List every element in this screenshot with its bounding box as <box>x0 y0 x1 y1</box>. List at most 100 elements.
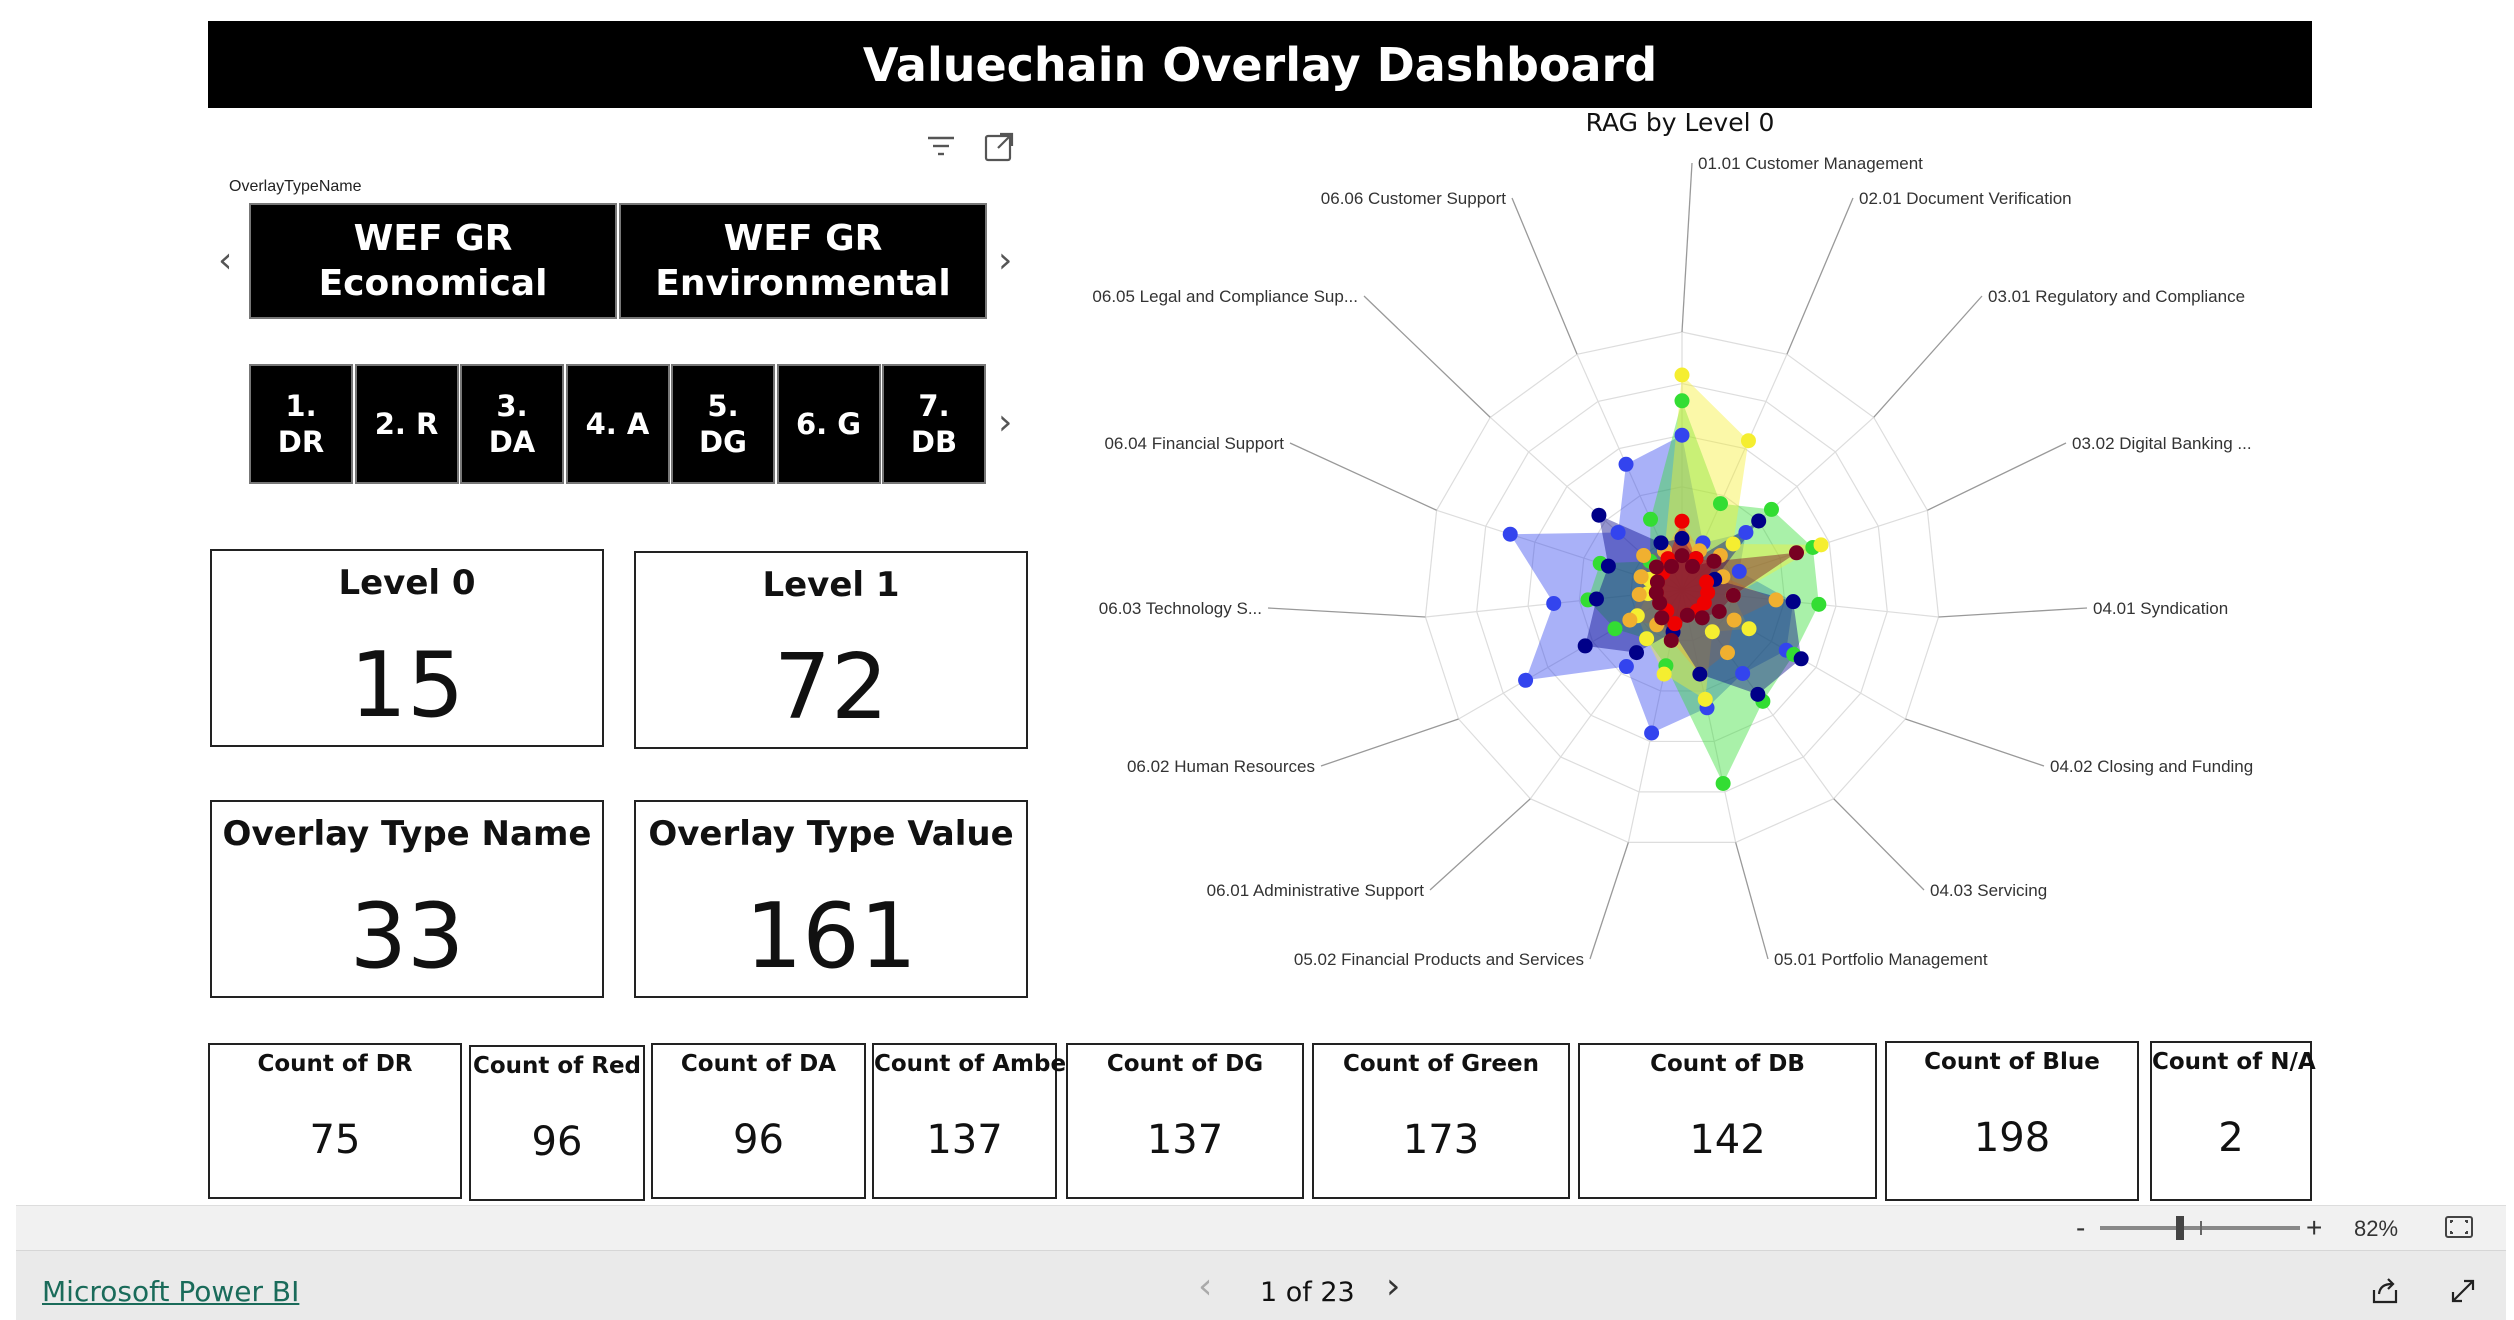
radar-data-point[interactable] <box>1649 574 1665 590</box>
level-tile[interactable]: 2. R <box>354 364 459 484</box>
radar-data-point[interactable] <box>1679 607 1695 623</box>
filter-icon[interactable] <box>924 130 958 164</box>
power-bi-link[interactable]: Microsoft Power BI <box>42 1275 300 1308</box>
radar-data-point[interactable] <box>1633 569 1649 585</box>
radar-data-point[interactable] <box>1785 594 1801 610</box>
radar-data-point[interactable] <box>1674 393 1690 409</box>
radar-data-point[interactable] <box>1738 524 1754 540</box>
radar-data-point[interactable] <box>1725 536 1741 552</box>
level-tile[interactable]: 7. DB <box>882 364 986 484</box>
radar-category-label: 05.02 Financial Products and Services <box>1294 950 1584 969</box>
radar-data-point[interactable] <box>1618 659 1634 675</box>
count-card-value: 198 <box>1973 1115 2051 1161</box>
radar-data-point[interactable] <box>1712 496 1728 512</box>
radar-data-point[interactable] <box>1726 612 1742 628</box>
radar-data-point[interactable] <box>1643 511 1659 527</box>
level-tile[interactable]: 1. DR <box>249 364 353 484</box>
radar-data-point[interactable] <box>1663 632 1679 648</box>
radar-data-point[interactable] <box>1610 524 1626 540</box>
radar-data-point[interactable] <box>1639 631 1655 647</box>
radar-data-point[interactable] <box>1656 666 1672 682</box>
radar-data-point[interactable] <box>1706 553 1722 569</box>
radar-data-point[interactable] <box>1644 725 1660 741</box>
radar-category-label: 03.02 Digital Banking ... <box>2072 434 2252 453</box>
chevron-right-icon[interactable]: › <box>998 240 1013 281</box>
radar-data-point[interactable] <box>1731 563 1747 579</box>
radar-data-point[interactable] <box>1648 559 1664 575</box>
radar-data-point[interactable] <box>1763 501 1779 517</box>
radar-data-point[interactable] <box>1674 513 1690 529</box>
radar-data-point[interactable] <box>1813 537 1829 553</box>
level-tile[interactable]: 5. DG <box>671 364 775 484</box>
radar-data-point[interactable] <box>1674 367 1690 383</box>
radar-data-point[interactable] <box>1793 651 1809 667</box>
count-card-value: 137 <box>1146 1117 1224 1163</box>
level-tile[interactable]: 3. DA <box>460 364 564 484</box>
zoom-slider[interactable] <box>2100 1216 2300 1240</box>
zoom-in-button[interactable]: + <box>2306 1212 2323 1243</box>
radar-data-point[interactable] <box>1654 610 1670 626</box>
prev-page-icon[interactable]: ‹ <box>1198 1266 1213 1307</box>
zoom-slider-thumb[interactable] <box>2176 1216 2184 1240</box>
share-icon[interactable] <box>2370 1276 2400 1306</box>
radar-data-point[interactable] <box>1674 530 1690 546</box>
zoom-out-button[interactable]: - <box>2076 1212 2086 1243</box>
radar-data-point[interactable] <box>1789 545 1805 561</box>
radar-data-point[interactable] <box>1692 666 1708 682</box>
radar-data-point[interactable] <box>1546 595 1562 611</box>
level-tile[interactable]: 6. G <box>776 364 881 484</box>
radar-data-point[interactable] <box>1591 507 1607 523</box>
radar-data-point[interactable] <box>1667 616 1683 632</box>
radar-leader-line <box>1267 607 1426 618</box>
radar-data-point[interactable] <box>1715 775 1731 791</box>
radar-data-point[interactable] <box>1740 433 1756 449</box>
radar-data-point[interactable] <box>1725 587 1741 603</box>
radar-data-point[interactable] <box>1751 513 1767 529</box>
count-card: Count of DB 142 <box>1578 1043 1877 1199</box>
expand-icon[interactable] <box>2448 1276 2478 1306</box>
chevron-right-icon[interactable]: › <box>998 402 1013 443</box>
focus-mode-icon[interactable] <box>982 130 1016 164</box>
radar-data-point[interactable] <box>1502 526 1518 542</box>
radar-data-point[interactable] <box>1618 456 1634 472</box>
radar-data-point[interactable] <box>1719 645 1735 661</box>
radar-data-point[interactable] <box>1518 672 1534 688</box>
slicer-tile-economical[interactable]: WEF GR Economical <box>249 203 617 319</box>
radar-data-point[interactable] <box>1607 621 1623 637</box>
radar-data-point[interactable] <box>1577 638 1593 654</box>
level-tile[interactable]: 4. A <box>565 364 670 484</box>
radar-data-point[interactable] <box>1622 612 1638 628</box>
radar-data-point[interactable] <box>1741 621 1757 637</box>
chevron-left-icon[interactable]: ‹ <box>218 240 233 281</box>
radar-data-point[interactable] <box>1768 592 1784 608</box>
radar-data-point[interactable] <box>1653 535 1669 551</box>
kpi-title: Overlay Type Name <box>222 814 592 854</box>
zoom-slider-tick <box>2200 1221 2202 1235</box>
count-card: Count of Red 96 <box>469 1045 645 1201</box>
radar-data-point[interactable] <box>1694 610 1710 626</box>
fit-to-page-icon[interactable] <box>2444 1214 2474 1240</box>
radar-data-point[interactable] <box>1697 691 1713 707</box>
radar-category-label: 03.01 Regulatory and Compliance <box>1988 287 2245 306</box>
radar-grid-ring <box>1527 434 1837 743</box>
radar-data-point[interactable] <box>1735 665 1751 681</box>
slicer-tile-environmental[interactable]: WEF GR Environmental <box>619 203 987 319</box>
radar-data-point[interactable] <box>1636 547 1652 563</box>
count-card-value: 142 <box>1689 1117 1766 1163</box>
radar-data-point[interactable] <box>1711 604 1727 619</box>
radar-data-point[interactable] <box>1674 548 1690 564</box>
radar-data-point[interactable] <box>1664 558 1680 574</box>
radar-leader-line <box>1511 197 1578 355</box>
radar-data-point[interactable] <box>1600 558 1616 574</box>
radar-data-point[interactable] <box>1750 686 1766 702</box>
radar-data-point[interactable] <box>1811 596 1827 612</box>
radar-data-point[interactable] <box>1588 591 1604 607</box>
next-page-icon[interactable]: › <box>1386 1266 1401 1307</box>
radar-data-point[interactable] <box>1629 645 1645 661</box>
radar-data-point[interactable] <box>1631 586 1647 602</box>
count-card-title: Count of DB <box>1650 1051 1805 1077</box>
radar-data-point[interactable] <box>1674 427 1690 443</box>
count-card: Count of N/A 2 <box>2150 1041 2316 1201</box>
radar-data-point[interactable] <box>1684 558 1700 574</box>
radar-data-point[interactable] <box>1704 624 1720 640</box>
